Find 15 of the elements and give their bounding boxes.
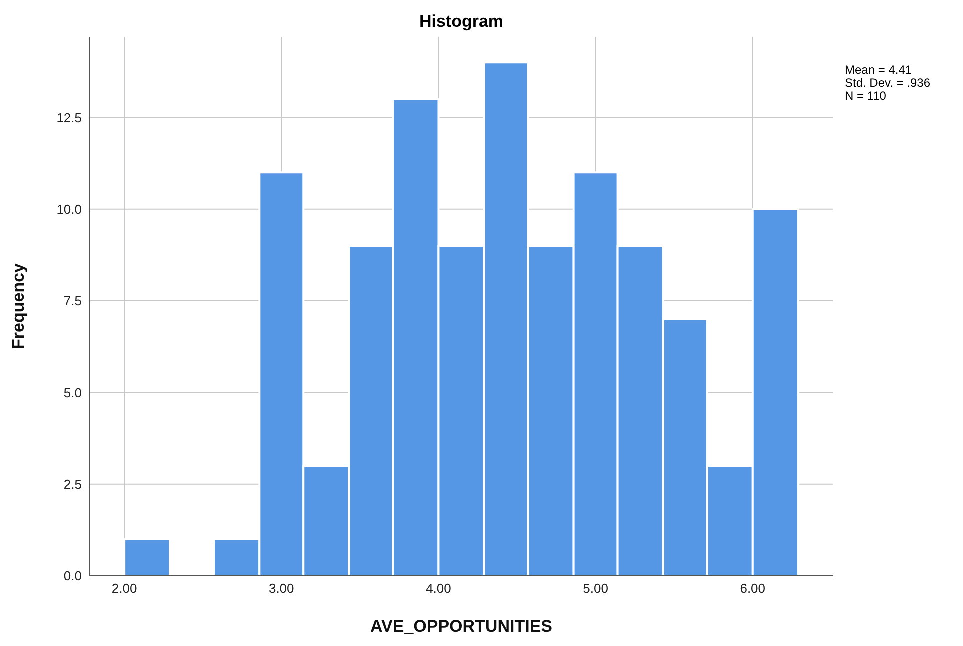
y-axis-title: Frequency (9, 262, 28, 350)
stats-note: Mean = 4.41 Std. Dev. = .936 N = 110 (845, 64, 930, 103)
x-tick-label: 3.00 (268, 581, 294, 596)
y-tick-label: 10.0 (56, 202, 82, 217)
y-tick-label: 2.5 (64, 476, 82, 492)
y-tick-label: 5.0 (64, 385, 82, 400)
x-axis-title: AVE_OPPORTUNITIES (370, 617, 552, 636)
y-tick-label: 12.5 (56, 110, 82, 126)
x-tick-label: 6.00 (740, 581, 766, 596)
x-tick-label: 2.00 (112, 581, 138, 596)
y-tick-label: 7.5 (64, 294, 82, 309)
y-tick-label: 0.0 (64, 568, 82, 584)
x-tick-label: 5.00 (583, 581, 608, 596)
chart-title: Histogram (418, 12, 505, 32)
x-tick-label: 4.00 (426, 581, 452, 596)
